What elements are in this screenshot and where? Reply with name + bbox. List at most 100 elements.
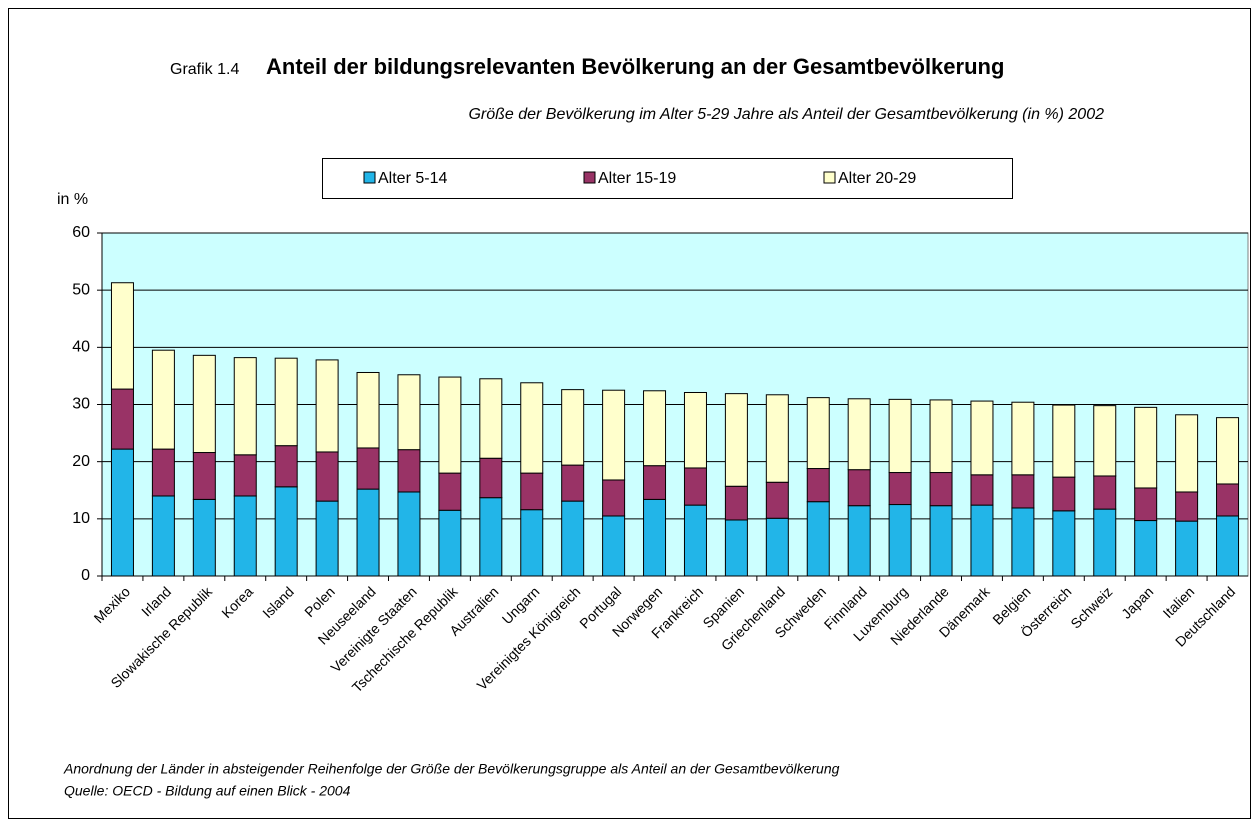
bar-segment [683, 467, 707, 506]
bar-segment [806, 397, 830, 470]
bar-segment [929, 399, 953, 474]
bar-segment [929, 505, 953, 577]
bar-segment [1134, 406, 1158, 489]
bar-segment [1216, 515, 1240, 577]
bar-segment [1052, 476, 1076, 512]
legend-label: Alter 20-29 [838, 170, 916, 187]
bar-segment [888, 398, 912, 474]
bar-segment [274, 486, 298, 577]
bar-segment [1011, 401, 1035, 476]
bar-segment [520, 472, 544, 511]
bar-segment [643, 390, 667, 467]
y-tick-label: 40 [72, 339, 90, 356]
figure-label: Grafik 1.4 [170, 61, 239, 78]
bar-segment [765, 481, 789, 519]
bar-segment [315, 500, 339, 577]
bar-segment [970, 474, 994, 506]
bar-segment [192, 452, 216, 500]
bar-segment [479, 497, 503, 577]
bar-segment [479, 378, 503, 459]
bar-segment [643, 465, 667, 500]
bar-segment [929, 472, 953, 507]
legend-label: Alter 5-14 [378, 170, 447, 187]
bar-segment [233, 454, 257, 497]
bar-segment [397, 449, 421, 493]
bar-segment [479, 457, 503, 499]
bar-segment [1175, 414, 1199, 493]
bar-segment [561, 500, 585, 577]
bar-segment [192, 354, 216, 454]
chart-title: Anteil der bildungsrelevanten Bevölkerun… [266, 54, 1004, 79]
bar-segment [315, 451, 339, 502]
bar-segment [151, 448, 175, 497]
bar-segment [561, 464, 585, 502]
y-tick-label: 0 [81, 567, 90, 584]
y-tick-label: 60 [72, 224, 90, 241]
bar-segment [151, 495, 175, 577]
bar-segment [110, 282, 134, 390]
bar-segment [397, 374, 421, 451]
y-tick-label: 30 [72, 396, 90, 413]
bar-segment [724, 485, 748, 521]
y-tick-label: 10 [72, 510, 90, 527]
bar-segment [356, 488, 380, 577]
chart-subtitle: Größe der Bevölkerung im Alter 5-29 Jahr… [468, 106, 1104, 123]
bar-segment [602, 479, 626, 517]
bar-segment [1175, 491, 1199, 522]
bar-segment [110, 448, 134, 577]
legend-label: Alter 15-19 [598, 170, 676, 187]
bar-segment [438, 472, 462, 511]
y-axis-label: in % [57, 191, 88, 208]
bar-segment [602, 389, 626, 481]
bar-segment [520, 382, 544, 474]
note: Anordnung der Länder in absteigender Rei… [63, 761, 840, 777]
note: Quelle: OECD - Bildung auf einen Blick -… [64, 783, 351, 799]
legend-swatch [823, 171, 836, 184]
bar-segment [110, 388, 134, 450]
legend-swatch [363, 171, 376, 184]
bar-segment [683, 391, 707, 469]
bar-segment [192, 498, 216, 577]
bar-segment [520, 509, 544, 577]
bar-segment [724, 519, 748, 577]
bar-segment [765, 517, 789, 577]
bar-segment [806, 501, 830, 577]
bar-segment [274, 445, 298, 488]
bar-segment [1216, 417, 1240, 485]
bar-segment [561, 389, 585, 466]
bar-segment [438, 376, 462, 474]
y-tick-label: 20 [72, 453, 90, 470]
bar-segment [888, 504, 912, 577]
bar-segment [602, 515, 626, 577]
bar-segment [1052, 510, 1076, 577]
bar-segment [765, 394, 789, 483]
bar-segment [356, 447, 380, 490]
bar-segment [397, 491, 421, 577]
bar-segment [1011, 507, 1035, 577]
bar-segment [847, 398, 871, 471]
bar-segment [970, 504, 994, 577]
bar-segment [970, 400, 994, 476]
bar-segment [1216, 483, 1240, 517]
bar-segment [356, 371, 380, 449]
bar-segment [1093, 405, 1117, 477]
y-tick-label: 50 [72, 281, 90, 298]
bar-segment [438, 509, 462, 577]
legend-box [322, 158, 1013, 199]
bar-segment [1093, 508, 1117, 577]
bar-segment [806, 468, 830, 503]
bar-segment [151, 349, 175, 450]
bar-segment [683, 504, 707, 577]
bar-segment [1093, 475, 1117, 510]
bar-segment [315, 359, 339, 453]
bar-segment [847, 469, 871, 507]
bar-segment [233, 357, 257, 456]
bar-segment [724, 393, 748, 487]
bar-segment [643, 498, 667, 577]
bar-segment [1175, 520, 1199, 577]
bar-segment [274, 357, 298, 447]
bar-segment [233, 495, 257, 577]
bar-segment [1052, 404, 1076, 478]
bar-segment [1011, 474, 1035, 509]
